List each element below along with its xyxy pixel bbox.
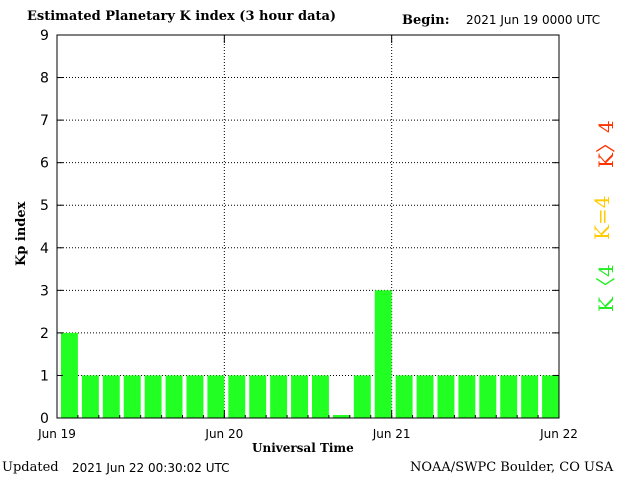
plot-frame xyxy=(56,34,560,419)
begin-label: Begin: xyxy=(402,13,450,28)
kp-bar xyxy=(437,375,455,418)
legend-k-greater-than-4: K〉4 xyxy=(594,120,618,168)
kp-bar xyxy=(312,375,329,418)
legend-k-equals-4: K=4 xyxy=(590,195,614,240)
kp-bar xyxy=(458,375,476,418)
kp-bar xyxy=(123,375,141,418)
x-tick-label: Jun 22 xyxy=(539,427,578,441)
kp-bar xyxy=(186,375,204,418)
kp-bar xyxy=(353,375,371,418)
kp-bar xyxy=(144,375,162,418)
kp-bar xyxy=(500,375,518,418)
y-tick-label: 9 xyxy=(40,28,49,44)
y-axis-label: Kp index xyxy=(14,201,29,266)
y-tick-label: 1 xyxy=(40,368,49,384)
kp-bar xyxy=(521,375,539,418)
y-tick-label: 5 xyxy=(40,198,49,214)
kp-bar xyxy=(61,332,78,418)
updated-value: 2021 Jun 22 00:30:02 UTC xyxy=(72,461,230,475)
kp-bar xyxy=(270,375,288,418)
y-tick-label: 6 xyxy=(40,156,49,172)
y-tick-label: 7 xyxy=(40,113,49,129)
y-tick-label: 2 xyxy=(40,326,49,342)
credit-text: NOAA/SWPC Boulder, CO USA xyxy=(410,460,614,475)
kp-bar xyxy=(228,375,246,418)
kp-bar xyxy=(207,375,225,418)
kp-bar xyxy=(395,375,413,418)
kp-bar xyxy=(249,375,267,418)
kp-bar xyxy=(291,375,308,418)
kp-bar xyxy=(81,375,99,418)
kp-bar xyxy=(374,290,392,418)
kp-bar xyxy=(479,375,497,418)
x-tick-label: Jun 21 xyxy=(372,427,411,441)
x-tick-label: Jun 20 xyxy=(204,427,243,441)
kp-bar xyxy=(102,375,120,418)
x-tick-label: Jun 19 xyxy=(37,427,76,441)
kp-bar xyxy=(165,375,183,418)
begin-value: 2021 Jun 19 0000 UTC xyxy=(466,13,601,27)
updated-label: Updated xyxy=(2,460,59,475)
y-tick-label: 3 xyxy=(40,283,49,299)
kp-bar xyxy=(332,415,350,418)
y-tick-label: 4 xyxy=(40,241,49,257)
y-tick-label: 0 xyxy=(40,411,49,427)
kp-bar xyxy=(542,375,559,418)
kp-bar xyxy=(416,375,434,418)
legend-k-less-than-4: K〈4 xyxy=(594,264,618,312)
x-axis-label: Universal Time xyxy=(252,441,354,455)
chart-title: Estimated Planetary K index (3 hour data… xyxy=(27,9,337,24)
y-tick-label: 8 xyxy=(40,71,49,87)
